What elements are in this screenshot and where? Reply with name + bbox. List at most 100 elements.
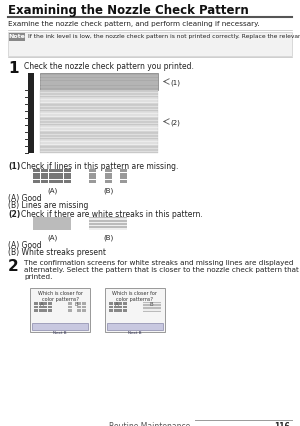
Bar	[68, 309, 72, 312]
Text: Check the nozzle check pattern you printed.: Check the nozzle check pattern you print…	[24, 62, 194, 71]
Bar	[40, 112, 158, 119]
Bar	[33, 173, 40, 176]
Bar	[34, 302, 38, 305]
Text: Which is closer for
color patterns?: Which is closer for color patterns?	[112, 290, 158, 301]
Bar	[120, 170, 127, 173]
Bar	[114, 306, 118, 309]
Bar	[89, 173, 96, 176]
Bar	[40, 91, 158, 98]
Bar	[64, 180, 71, 183]
Text: (1): (1)	[8, 161, 20, 170]
Bar	[82, 309, 86, 312]
Bar	[89, 228, 127, 230]
Bar	[40, 140, 158, 147]
Bar	[41, 180, 48, 183]
Bar	[77, 306, 81, 309]
Text: (B) White streaks present: (B) White streaks present	[8, 248, 106, 256]
Bar	[64, 177, 71, 180]
Bar	[8, 33, 292, 57]
Bar	[40, 126, 158, 132]
Bar	[40, 132, 158, 140]
Bar	[33, 218, 71, 230]
Bar	[48, 306, 52, 309]
Bar	[49, 173, 56, 176]
Bar	[104, 170, 112, 173]
Bar	[33, 177, 40, 180]
Bar	[28, 74, 34, 154]
Text: (1): (1)	[170, 79, 180, 86]
Bar	[49, 170, 56, 173]
Bar	[68, 306, 72, 309]
Bar	[40, 74, 158, 91]
Bar	[104, 180, 112, 183]
Text: Examining the Nozzle Check Pattern: Examining the Nozzle Check Pattern	[8, 4, 249, 17]
Text: 1: 1	[8, 61, 19, 76]
Text: 116: 116	[274, 421, 290, 426]
Text: (B): (B)	[103, 187, 113, 194]
Text: Examine the nozzle check pattern, and perform cleaning if necessary.: Examine the nozzle check pattern, and pe…	[8, 21, 260, 27]
Bar	[64, 173, 71, 176]
Bar	[123, 306, 127, 309]
Bar	[43, 309, 47, 312]
Text: B: B	[149, 301, 153, 306]
Bar	[123, 302, 127, 305]
Bar	[105, 288, 165, 332]
Bar	[34, 309, 38, 312]
Bar	[39, 302, 43, 305]
Bar	[40, 147, 158, 154]
Text: (A): (A)	[47, 234, 57, 241]
Text: A: A	[40, 301, 44, 306]
Bar	[104, 177, 112, 180]
Bar	[49, 177, 56, 180]
Bar	[120, 177, 127, 180]
Bar	[123, 309, 127, 312]
Bar	[9, 34, 25, 42]
Text: (2): (2)	[170, 119, 180, 125]
Bar	[34, 306, 38, 309]
Bar	[40, 119, 158, 126]
Bar	[82, 306, 86, 309]
Bar	[118, 302, 122, 305]
Bar	[118, 306, 122, 309]
Bar	[56, 173, 63, 176]
Bar	[109, 306, 113, 309]
Text: (A) Good: (A) Good	[8, 193, 42, 202]
Bar	[114, 309, 118, 312]
Bar	[89, 222, 127, 224]
Text: Check if there are white streaks in this pattern.: Check if there are white streaks in this…	[21, 210, 203, 219]
Bar	[89, 177, 96, 180]
Text: 2: 2	[8, 259, 19, 273]
Bar	[56, 180, 63, 183]
Bar	[109, 302, 113, 305]
Bar	[48, 309, 52, 312]
Bar	[40, 98, 158, 105]
Bar	[49, 180, 56, 183]
Text: B: B	[74, 301, 78, 306]
Text: A: A	[115, 301, 119, 306]
Text: Which is closer for
color patterns?: Which is closer for color patterns?	[38, 290, 82, 301]
Bar	[41, 170, 48, 173]
Bar	[30, 288, 90, 332]
Text: Next B: Next B	[53, 330, 67, 334]
Bar	[120, 180, 127, 183]
Bar	[89, 218, 127, 230]
Bar	[48, 302, 52, 305]
Bar	[39, 309, 43, 312]
Bar	[32, 323, 88, 330]
Bar	[120, 173, 127, 176]
Bar	[143, 302, 161, 312]
Bar	[56, 170, 63, 173]
Text: (B): (B)	[103, 234, 113, 241]
Text: Routine Maintenance: Routine Maintenance	[110, 421, 190, 426]
Bar	[43, 306, 47, 309]
Bar	[43, 302, 47, 305]
Bar	[89, 219, 127, 220]
Bar	[143, 306, 161, 308]
Bar	[104, 173, 112, 176]
Bar	[40, 105, 158, 112]
Bar	[114, 302, 118, 305]
Bar	[143, 303, 161, 304]
Bar	[89, 170, 96, 173]
Bar	[64, 170, 71, 173]
Bar	[33, 170, 40, 173]
